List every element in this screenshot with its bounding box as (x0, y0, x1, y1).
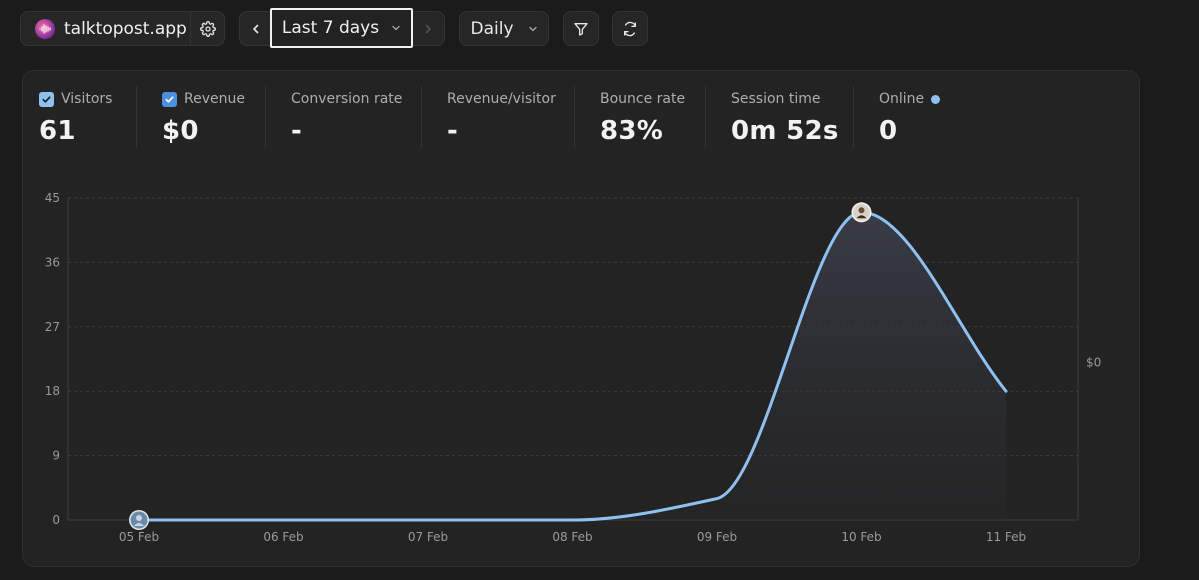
visitors-value: 61 (39, 116, 76, 146)
metric-divider (421, 86, 422, 148)
metric-divider (136, 86, 137, 148)
analytics-card: Visitors 61 Revenue $0 Conversion rate -… (22, 70, 1140, 567)
online-status-dot (931, 94, 941, 104)
metric-bounce-rate[interactable]: Bounce rate 83% (600, 89, 685, 147)
chevron-down-icon (392, 25, 400, 31)
metric-divider (265, 86, 266, 148)
y-tick-label: 0 (52, 513, 60, 527)
interval-label: Daily (470, 18, 514, 39)
metric-divider (705, 86, 706, 148)
site-settings-button[interactable] (191, 12, 224, 45)
y-tick-label: 45 (45, 191, 60, 205)
metric-divider (853, 86, 854, 148)
data-point[interactable] (282, 518, 286, 522)
revenue-checkbox[interactable] (162, 91, 177, 107)
interval-select[interactable]: Daily (459, 11, 549, 46)
y-tick-label: 18 (45, 384, 60, 398)
visitors-checkbox[interactable] (39, 91, 54, 107)
site-logo-icon (35, 18, 55, 39)
data-point[interactable] (571, 518, 575, 522)
site-switcher[interactable]: talktopost.app (21, 12, 191, 45)
filter-icon (574, 22, 588, 36)
x-tick-label: 07 Feb (408, 530, 448, 544)
chevron-left-icon (253, 24, 259, 33)
x-tick-label: 10 Feb (841, 530, 881, 544)
visitors-chart: 0 9 18 27 36 45 05 Feb 06 Feb 07 Feb 08 Feb 09 Feb… (45, 191, 1102, 544)
previous-period-button[interactable] (240, 12, 272, 45)
next-period-button[interactable] (412, 12, 444, 45)
revenue-label: Revenue (184, 91, 245, 107)
metric-revenue[interactable]: Revenue $0 (162, 89, 245, 147)
chevron-right-icon (425, 24, 431, 33)
data-point[interactable] (426, 518, 430, 522)
online-label: Online (879, 91, 925, 107)
data-point[interactable] (1004, 389, 1008, 393)
metric-session-time[interactable]: Session time 0m 52s (731, 89, 839, 147)
check-icon (42, 95, 51, 103)
visitors-label: Visitors (61, 91, 113, 107)
refresh-icon (624, 21, 636, 36)
revenue-value: $0 (162, 116, 199, 146)
y-tick-label: 9 (52, 449, 60, 463)
right-axis-label: $0 (1086, 356, 1101, 370)
metric-visitors[interactable]: Visitors 61 (39, 89, 112, 147)
check-icon (165, 95, 174, 103)
bounce-rate-value: 83% (600, 116, 664, 146)
revenue-per-visitor-value: - (447, 116, 459, 146)
gear-icon (199, 20, 216, 37)
date-range-select[interactable]: Last 7 days (270, 8, 413, 48)
y-tick-label: 27 (45, 320, 60, 334)
visitor-avatar[interactable] (129, 510, 149, 530)
conversion-rate-value: - (291, 116, 303, 146)
site-name: talktopost.app (64, 18, 187, 39)
x-tick-label: 11 Feb (986, 530, 1026, 544)
metric-divider (574, 86, 575, 148)
date-range-label: Last 7 days (281, 18, 380, 38)
x-tick-label: 05 Feb (119, 530, 159, 544)
visitors-area (139, 212, 1006, 521)
site-selector[interactable]: talktopost.app (20, 11, 225, 46)
metric-revenue-per-visitor[interactable]: Revenue/visitor - (447, 89, 556, 147)
y-tick-label: 36 (45, 255, 60, 269)
session-time-value: 0m 52s (731, 116, 839, 146)
data-point[interactable] (715, 497, 719, 501)
chevron-down-icon (528, 26, 537, 31)
refresh-button[interactable] (612, 11, 648, 46)
x-tick-label: 06 Feb (263, 530, 303, 544)
metric-online[interactable]: Online 0 (879, 89, 941, 147)
filter-button[interactable] (563, 11, 599, 46)
visitor-avatar[interactable] (851, 202, 872, 223)
online-value: 0 (879, 116, 898, 146)
x-tick-label: 08 Feb (552, 530, 592, 544)
metric-conversion-rate[interactable]: Conversion rate - (291, 89, 402, 147)
session-time-label: Session time (731, 91, 821, 107)
bounce-rate-label: Bounce rate (600, 91, 686, 107)
conversion-rate-label: Conversion rate (291, 91, 403, 107)
x-tick-label: 09 Feb (697, 530, 737, 544)
revenue-per-visitor-label: Revenue/visitor (447, 91, 556, 107)
